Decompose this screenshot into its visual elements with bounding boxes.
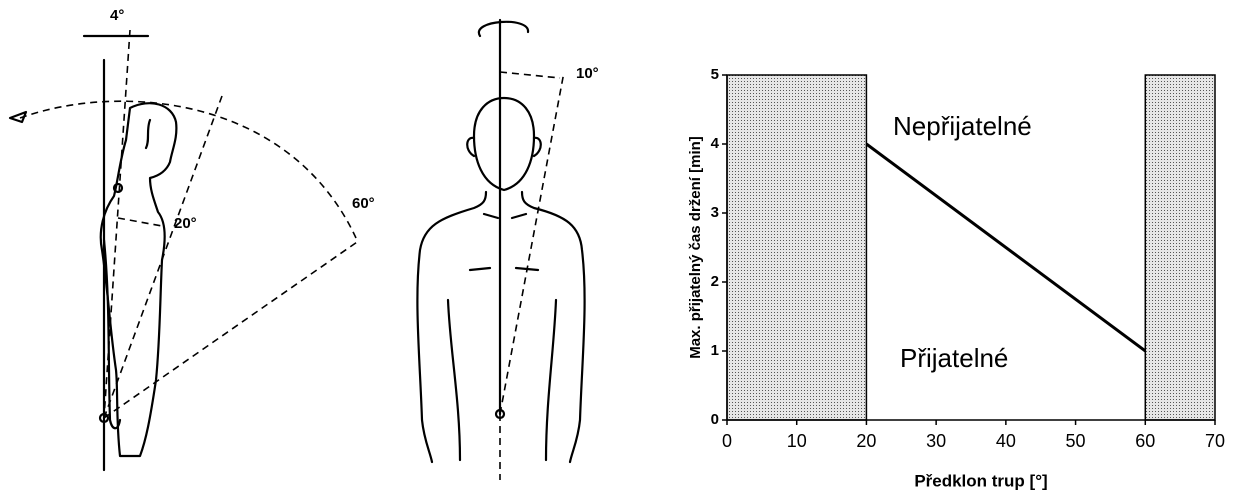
angle-label: 20° — [174, 215, 197, 232]
front-view-figure: 10° — [416, 18, 599, 480]
angle-label: 10° — [576, 65, 599, 82]
y-tick-label: 3 — [711, 204, 719, 221]
y-tick-label: 4 — [711, 135, 720, 152]
shaded-region — [726, 74, 868, 421]
x-tick-label: 0 — [722, 431, 732, 451]
x-tick-label: 70 — [1205, 431, 1225, 451]
y-tick-label: 2 — [711, 273, 719, 290]
x-tick-label: 50 — [1066, 431, 1086, 451]
y-tick-label: 0 — [711, 411, 719, 428]
x-tick-label: 20 — [856, 431, 876, 451]
angle-label: 4° — [110, 7, 124, 24]
x-axis-label: Předklon trup [°] — [914, 471, 1047, 490]
angle-label: 60° — [352, 195, 375, 212]
side-view-figure: 4° 20° 60° — [8, 7, 375, 472]
shaded-region — [1144, 74, 1216, 421]
annotation: Nepřijatelné — [893, 111, 1032, 141]
annotation: Přijatelné — [900, 343, 1008, 373]
y-tick-label: 5 — [711, 66, 719, 83]
line-series — [865, 142, 1147, 353]
x-tick-label: 30 — [926, 431, 946, 451]
y-axis-label: Max. přijatelný čas držení [min] — [687, 136, 704, 359]
x-tick-label: 10 — [787, 431, 807, 451]
y-tick-label: 1 — [711, 342, 719, 359]
x-tick-label: 40 — [996, 431, 1016, 451]
x-tick-label: 60 — [1135, 431, 1155, 451]
